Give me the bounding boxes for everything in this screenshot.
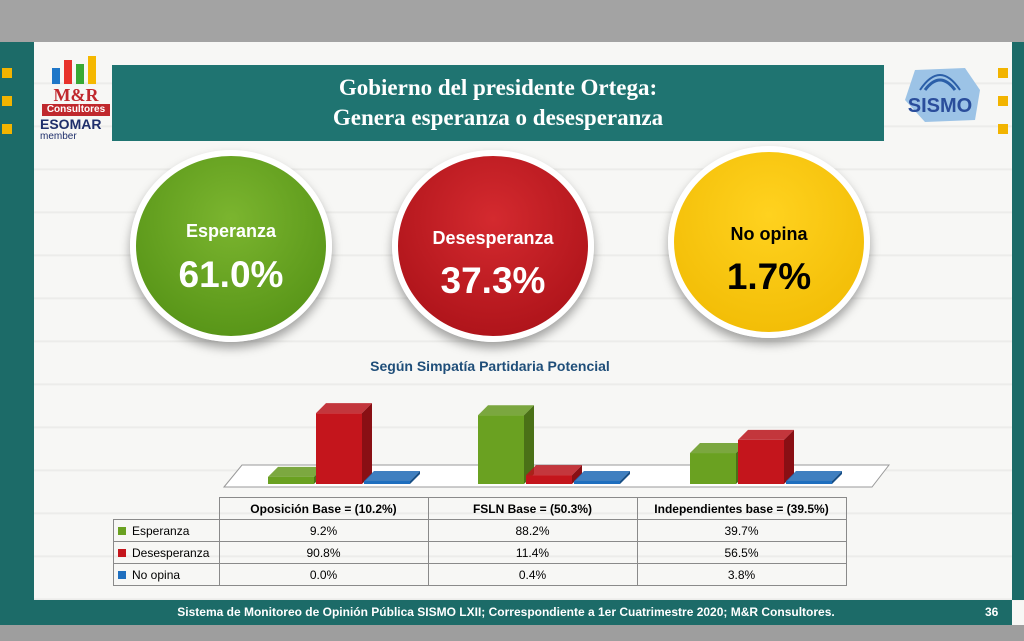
mr-logo-graphic-icon <box>52 56 96 84</box>
decor-square <box>998 68 1008 78</box>
no-opina-value: 1.7% <box>726 256 812 297</box>
desesperanza-value: 37.3% <box>440 260 546 301</box>
sismo-logo: SISMO <box>895 60 985 135</box>
mr-logo-brand: M&R <box>53 85 99 105</box>
table-header-row: Oposición Base = (10.2%) FSLN Base = (50… <box>114 497 847 520</box>
table-cell: 88.2% <box>427 519 638 542</box>
footer-bar: Sistema de Monitoreo de Opinión Pública … <box>0 600 1012 625</box>
footer-text: Sistema de Monitoreo de Opinión Pública … <box>177 605 835 619</box>
row-label-text: Esperanza <box>132 523 190 538</box>
left-strip <box>0 42 34 600</box>
decor-square <box>2 124 12 134</box>
table-row: Desesperanza 90.8% 11.4% 56.5% <box>113 541 847 564</box>
column-header: Independientes base = (39.5%) <box>636 497 847 520</box>
sismo-logo-text: SISMO <box>908 95 972 117</box>
decor-square <box>2 68 12 78</box>
title-line-2: Genera esperanza o desesperanza <box>332 105 664 130</box>
row-label: No opina <box>113 563 220 586</box>
row-label-text: No opina <box>132 567 181 582</box>
esomar-label: ESOMAR <box>40 116 102 132</box>
esperanza-circle: Esperanza 61.0% <box>130 150 332 342</box>
row-label: Desesperanza <box>113 541 220 564</box>
table-cell: 9.2% <box>218 519 429 542</box>
right-strip <box>1012 42 1024 600</box>
table-row: Esperanza 9.2% 88.2% 39.7% <box>113 519 847 542</box>
table-cell: 0.4% <box>427 563 638 586</box>
legend-swatch <box>118 571 126 580</box>
results-table: Oposición Base = (10.2%) FSLN Base = (50… <box>113 497 847 586</box>
decor-square <box>2 96 12 106</box>
no-opina-circle: No opina 1.7% <box>668 146 870 338</box>
decor-square <box>998 124 1008 134</box>
slide-title: Gobierno del presidente Ortega: Genera e… <box>112 65 884 141</box>
table-corner <box>114 498 220 520</box>
row-label-text: Desesperanza <box>132 545 210 560</box>
table-row: No opina 0.0% 0.4% 3.8% <box>113 563 847 586</box>
legend-swatch <box>118 549 126 558</box>
title-line-1: Gobierno del presidente Ortega: <box>338 75 658 100</box>
desesperanza-label: Desesperanza <box>432 228 554 248</box>
esomar-member-label: member <box>40 131 77 142</box>
table-cell: 56.5% <box>636 541 847 564</box>
bottom-bar <box>0 625 1024 641</box>
sismo-map-icon: SISMO <box>905 68 980 122</box>
desesperanza-circle: Desesperanza 37.3% <box>392 150 594 342</box>
chart-subtitle: Según Simpatía Partidaria Potencial <box>370 358 610 374</box>
no-opina-label: No opina <box>730 224 808 244</box>
table-cell: 0.0% <box>218 563 429 586</box>
esperanza-label: Esperanza <box>185 221 277 241</box>
table-cell: 11.4% <box>427 541 638 564</box>
page-number: 36 <box>985 605 999 619</box>
decor-square <box>998 96 1008 106</box>
esperanza-value: 61.0% <box>178 254 284 295</box>
legend-swatch <box>118 527 126 536</box>
table-cell: 3.8% <box>636 563 847 586</box>
row-label: Esperanza <box>113 519 220 542</box>
mr-logo-sub: Consultores <box>42 104 110 116</box>
column-header: FSLN Base = (50.3%) <box>427 497 638 520</box>
column-header: Oposición Base = (10.2%) <box>218 497 429 520</box>
table-cell: 39.7% <box>636 519 847 542</box>
top-bar <box>0 0 1024 42</box>
table-cell: 90.8% <box>218 541 429 564</box>
mr-logo: M&R Consultores ESOMAR member <box>40 52 112 142</box>
